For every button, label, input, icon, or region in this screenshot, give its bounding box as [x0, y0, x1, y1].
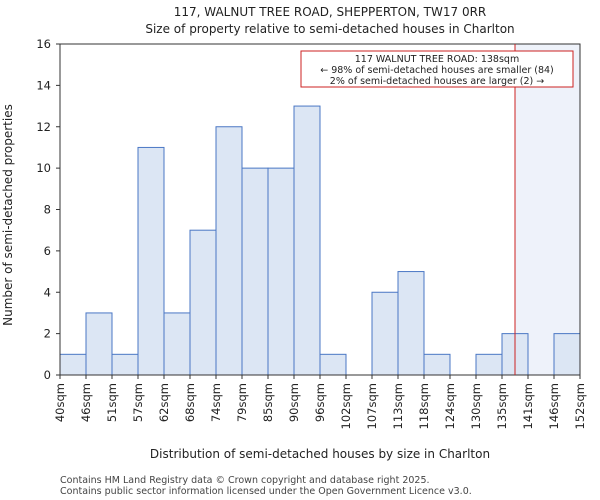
bar-146sqm [553, 333, 581, 376]
bar-85sqm [267, 167, 295, 376]
annotation-line-3: 2% of semi-detached houses are larger (2… [330, 76, 544, 87]
footer-line-1: Contains HM Land Registry data © Crown c… [60, 475, 430, 486]
bar-79sqm [241, 167, 269, 376]
bar-90sqm [293, 105, 321, 376]
bar-130sqm [475, 353, 503, 376]
annotation-box: 117 WALNUT TREE ROAD: 138sqm ← 98% of se… [300, 50, 574, 88]
x-tick-label: 79sqm [235, 383, 249, 422]
y-tick-label: 10 [36, 161, 51, 175]
footer-line-2: Contains public sector information licen… [60, 486, 472, 497]
bar-57sqm [137, 146, 165, 376]
y-tick-label: 14 [36, 78, 51, 92]
x-tick-label: 107sqm [365, 383, 379, 429]
x-axis-label: Distribution of semi-detached houses by … [150, 447, 490, 461]
chart-title: 117, WALNUT TREE ROAD, SHEPPERTON, TW17 … [174, 5, 487, 19]
x-tick-label: 152sqm [573, 383, 587, 429]
chart-subtitle: Size of property relative to semi-detach… [145, 22, 514, 36]
x-tick-label: 51sqm [105, 383, 119, 422]
bar-113sqm [397, 271, 425, 376]
bar-51sqm [111, 353, 139, 376]
x-tick-label: 96sqm [313, 383, 327, 422]
x-tick-label: 68sqm [183, 383, 197, 422]
x-tick-label: 90sqm [287, 383, 301, 422]
x-tick-label: 141sqm [521, 383, 535, 429]
x-tick-label: 146sqm [547, 383, 561, 429]
y-tick-label: 2 [44, 327, 51, 341]
y-tick-label: 4 [44, 285, 51, 299]
x-tick-label: 85sqm [261, 383, 275, 422]
bar-118sqm [423, 353, 451, 376]
y-tick-label: 12 [36, 120, 51, 134]
bar-68sqm [189, 229, 217, 376]
x-tick-label: 130sqm [469, 383, 483, 429]
x-tick-label: 74sqm [209, 383, 223, 422]
x-tick-label: 62sqm [157, 383, 171, 422]
bar-96sqm [319, 353, 347, 376]
x-tick-label: 135sqm [495, 383, 509, 429]
annotation-frame [300, 50, 574, 88]
y-tick-label: 8 [44, 203, 51, 217]
bar-62sqm [163, 312, 191, 376]
bar-107sqm [371, 291, 399, 376]
bar-74sqm [215, 126, 243, 376]
annotation-line-2: ← 98% of semi-detached houses are smalle… [320, 65, 554, 76]
x-tick-label: 113sqm [391, 383, 405, 429]
x-tick-label: 46sqm [79, 383, 93, 422]
x-tick-label: 124sqm [443, 383, 457, 429]
bar-40sqm [59, 353, 87, 376]
annotation-line-1: 117 WALNUT TREE ROAD: 138sqm [355, 54, 519, 65]
bar-46sqm [85, 312, 113, 376]
x-tick-label: 57sqm [131, 383, 145, 422]
larger-region-shade [515, 44, 580, 375]
y-tick-label: 0 [44, 368, 51, 382]
y-tick-label: 16 [36, 37, 51, 51]
y-tick-label: 6 [44, 244, 51, 258]
x-tick-label: 102sqm [339, 383, 353, 429]
x-tick-label: 118sqm [417, 383, 431, 429]
x-tick-label: 40sqm [53, 383, 67, 422]
y-axis-label: Number of semi-detached properties [1, 104, 15, 326]
